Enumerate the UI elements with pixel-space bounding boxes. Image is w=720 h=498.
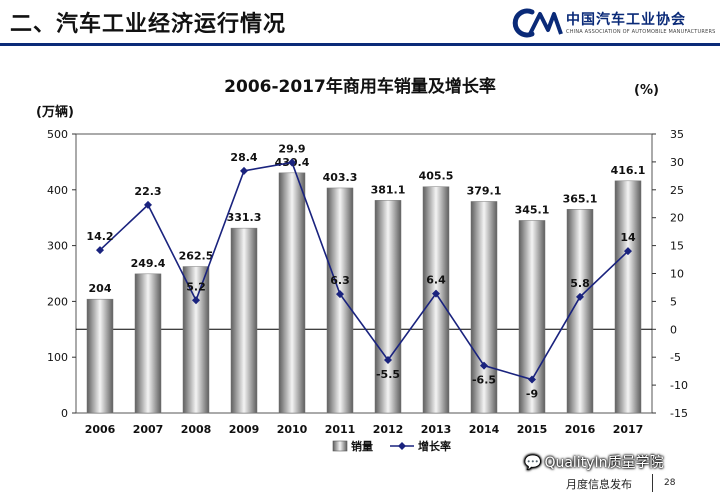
bar-label: 331.3 <box>227 211 262 224</box>
growth-point-2007 <box>144 200 152 209</box>
x-tick-label: 2014 <box>469 423 500 436</box>
right-tick-label: 10 <box>670 268 684 281</box>
x-tick-label: 2011 <box>325 423 356 436</box>
bar-label: 249.4 <box>131 257 166 270</box>
growth-point-2011 <box>336 290 344 299</box>
growth-label: -5.5 <box>376 368 400 381</box>
watermark: 💬 QualityIn质量学院 <box>524 452 663 472</box>
bar-2009 <box>230 227 258 414</box>
bar-2014 <box>470 201 498 414</box>
caam-logo: 中国汽车工业协会 CHINA ASSOCIATION OF AUTOMOBILE… <box>506 6 716 40</box>
bar-label: 204 <box>89 282 112 295</box>
bar-label: 365.1 <box>563 192 598 205</box>
bar-2008 <box>182 266 210 414</box>
header-divider <box>0 43 720 46</box>
right-tick-label: 15 <box>670 240 684 253</box>
growth-label: -9 <box>526 388 538 401</box>
x-tick-label: 2012 <box>373 423 404 436</box>
left-tick-label: 300 <box>47 240 68 253</box>
legend-line-marker <box>398 442 406 450</box>
x-tick-label: 2007 <box>133 423 164 436</box>
x-tick-label: 2013 <box>421 423 452 436</box>
bar-2011 <box>326 187 354 414</box>
x-tick-label: 2009 <box>229 423 260 436</box>
legend-bar-label: 销量 <box>351 439 373 453</box>
bar-2015 <box>518 220 546 414</box>
growth-label: 29.9 <box>278 142 305 155</box>
watermark-text: QualityIn质量学院 <box>544 455 664 471</box>
growth-point-2010 <box>288 158 296 167</box>
bar-label: 345.1 <box>515 203 550 216</box>
bar-2006 <box>86 298 114 414</box>
left-tick-label: 400 <box>47 184 68 197</box>
right-tick-label: -10 <box>670 379 688 392</box>
right-tick-label: 0 <box>670 323 677 336</box>
right-tick-label: 20 <box>670 212 684 225</box>
bar-2010 <box>278 172 306 414</box>
caam-logo-icon <box>512 8 563 38</box>
footer-release: 月度信息发布 <box>566 478 632 491</box>
growth-point-2015 <box>528 375 536 384</box>
bar-label: 262.5 <box>179 250 214 263</box>
growth-label: -6.5 <box>472 374 496 387</box>
bar-2017 <box>614 180 642 414</box>
bar-label: 381.1 <box>371 183 406 196</box>
logo-name: 中国汽车工业协会 <box>566 12 686 28</box>
growth-point-2013 <box>432 289 440 298</box>
right-axis-unit: (%) <box>634 83 659 98</box>
bar-2007 <box>134 273 162 414</box>
x-tick-label: 2016 <box>565 423 596 436</box>
growth-label: 6.4 <box>426 274 446 287</box>
left-tick-label: 500 <box>47 128 68 141</box>
growth-label: 28.4 <box>230 151 257 164</box>
right-tick-label: -15 <box>670 407 688 420</box>
growth-point-2008 <box>192 296 200 305</box>
left-axis-unit: (万辆) <box>36 104 74 120</box>
left-tick-label: 200 <box>47 295 68 308</box>
right-tick-label: 35 <box>670 128 684 141</box>
growth-line <box>99 161 629 381</box>
bar-label: 379.1 <box>467 184 502 197</box>
growth-label: 22.3 <box>134 185 161 198</box>
logo-subtitle: CHINA ASSOCIATION OF AUTOMOBILE MANUFACT… <box>566 29 716 35</box>
growth-point-2012 <box>384 355 392 364</box>
wechat-icon: 💬 <box>524 455 542 471</box>
x-tick-label: 2006 <box>85 423 116 436</box>
right-tick-label: 30 <box>670 156 684 169</box>
growth-point-2009 <box>240 166 248 175</box>
growth-point-2016 <box>576 292 584 301</box>
bar-label: 416.1 <box>611 164 646 177</box>
right-tick-label: 5 <box>670 295 677 308</box>
footer-separator <box>652 474 653 492</box>
growth-label: 14.2 <box>86 230 113 243</box>
bar-2012 <box>374 200 402 414</box>
page-number: 28 <box>664 478 676 488</box>
chart-title: 2006-2017年商用车销量及增长率 <box>224 76 496 97</box>
bar-2013 <box>422 186 450 414</box>
growth-label: 6.3 <box>330 274 350 287</box>
plot-area <box>75 133 653 414</box>
x-tick-label: 2010 <box>277 423 308 436</box>
x-tick-label: 2008 <box>181 423 212 436</box>
growth-point-2017 <box>624 247 632 256</box>
legend-bar-swatch <box>332 440 348 452</box>
left-tick-label: 100 <box>47 351 68 364</box>
bar-label: 405.5 <box>419 170 454 183</box>
x-tick-label: 2017 <box>613 423 644 436</box>
right-tick-label: -5 <box>670 351 681 364</box>
growth-point-2014 <box>480 361 488 370</box>
left-tick-label: 0 <box>61 407 68 420</box>
slide-header: 二、汽车工业经济运行情况 中国汽车工业协会 CHINA ASSOCIATION … <box>0 0 720 46</box>
bar-label: 403.3 <box>323 171 358 184</box>
growth-point-2006 <box>96 246 104 255</box>
x-tick-label: 2015 <box>517 423 548 436</box>
growth-label: 14 <box>620 231 636 244</box>
growth-label: 5.8 <box>570 277 590 290</box>
slide-title: 二、汽车工业经济运行情况 <box>10 12 287 37</box>
legend-line-label: 增长率 <box>418 439 451 453</box>
growth-label: 5.2 <box>186 280 206 293</box>
right-tick-label: 25 <box>670 184 684 197</box>
